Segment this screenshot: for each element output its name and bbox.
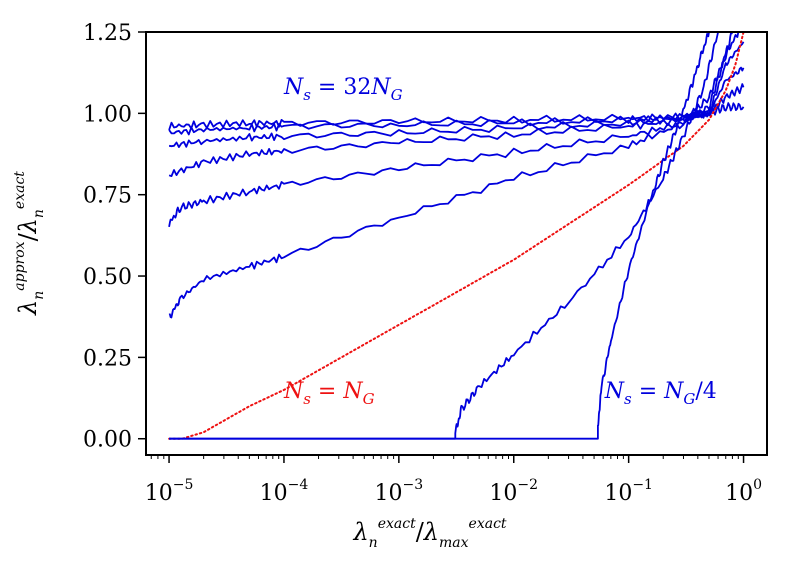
series-line-5 xyxy=(168,32,740,228)
series-line-1 xyxy=(168,102,745,131)
x-tick-label: 10−2 xyxy=(489,477,538,506)
y-tick-label: 0.25 xyxy=(83,346,132,371)
series-layer xyxy=(168,32,745,440)
x-tick-label: 10−4 xyxy=(260,477,309,506)
series-line-3 xyxy=(168,66,745,148)
y-axis-ticks: 0.00 0.25 0.50 0.75 1.00 1.25 xyxy=(83,21,146,453)
series-line-9 xyxy=(169,32,710,440)
annotations: Ns = 32NG Ns = NG Ns = NG/4 xyxy=(283,75,717,408)
x-axis-ticks: 10−5 10−4 10−3 10−2 10−1 100 xyxy=(145,455,762,506)
x-tick-label: 10−1 xyxy=(604,477,653,506)
y-tick-label: 0.00 xyxy=(83,428,132,453)
annotation-3: Ns = NG/4 xyxy=(604,379,717,408)
series-line-4 xyxy=(168,41,745,177)
y-tick-label: 1.25 xyxy=(83,21,132,46)
y-tick-label: 0.75 xyxy=(83,184,132,209)
y-axis-label: λnapprox/λnexact xyxy=(12,171,47,316)
annotation-2: Ns = NG xyxy=(283,379,375,408)
x-tick-label: 10−5 xyxy=(145,477,194,506)
annotation-1: Ns = 32NG xyxy=(283,75,403,104)
series-line-2 xyxy=(168,83,745,136)
plot-frame xyxy=(145,31,768,456)
series-line-6 xyxy=(168,32,734,319)
x-tick-label: 10−3 xyxy=(375,477,424,506)
series-line-8 xyxy=(169,32,719,440)
y-tick-label: 0.50 xyxy=(83,265,132,290)
y-tick-label: 1.00 xyxy=(83,102,132,127)
x-axis-label: λnexact/λmaxexact xyxy=(352,516,506,551)
x-tick-label: 100 xyxy=(725,477,762,506)
series-line-7 xyxy=(168,32,745,440)
